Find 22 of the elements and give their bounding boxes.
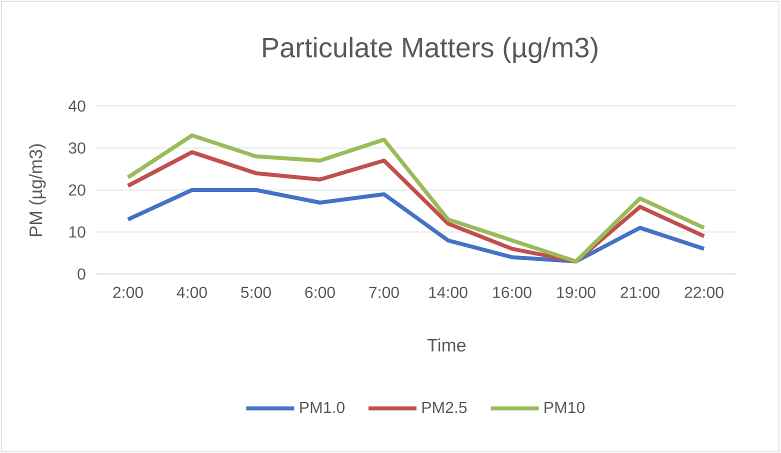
x-tick-label: 2:00 <box>113 286 143 298</box>
y-tick-label: 30 <box>68 142 86 154</box>
legend-label: PM2.5 <box>422 402 467 414</box>
x-tick-label: 6:00 <box>305 286 335 298</box>
x-tick-label: 22:00 <box>684 286 724 298</box>
y-tick-label: 20 <box>68 184 86 196</box>
x-tick-label: 7:00 <box>369 286 399 298</box>
x-tick-label: 14:00 <box>429 286 468 298</box>
chart-title: Particulate Matters (µg/m3) <box>263 36 598 64</box>
legend-label: PM10 <box>544 402 585 414</box>
y-tick-label: 10 <box>69 226 86 238</box>
y-tick-label: 40 <box>68 100 86 112</box>
x-tick-label: 21:00 <box>620 286 660 298</box>
y-axis-title: PM (µg/m3) <box>28 144 46 236</box>
x-tick-label: 5:00 <box>241 286 271 298</box>
x-tick-label: 19:00 <box>557 286 596 298</box>
legend-label: PM1.0 <box>300 402 344 414</box>
x-axis-title: Time <box>427 338 466 352</box>
line-series <box>126 188 706 264</box>
y-tick-label: 0 <box>78 268 86 280</box>
x-tick-label: 16:00 <box>493 286 532 298</box>
x-tick-label: 4:00 <box>176 286 207 298</box>
